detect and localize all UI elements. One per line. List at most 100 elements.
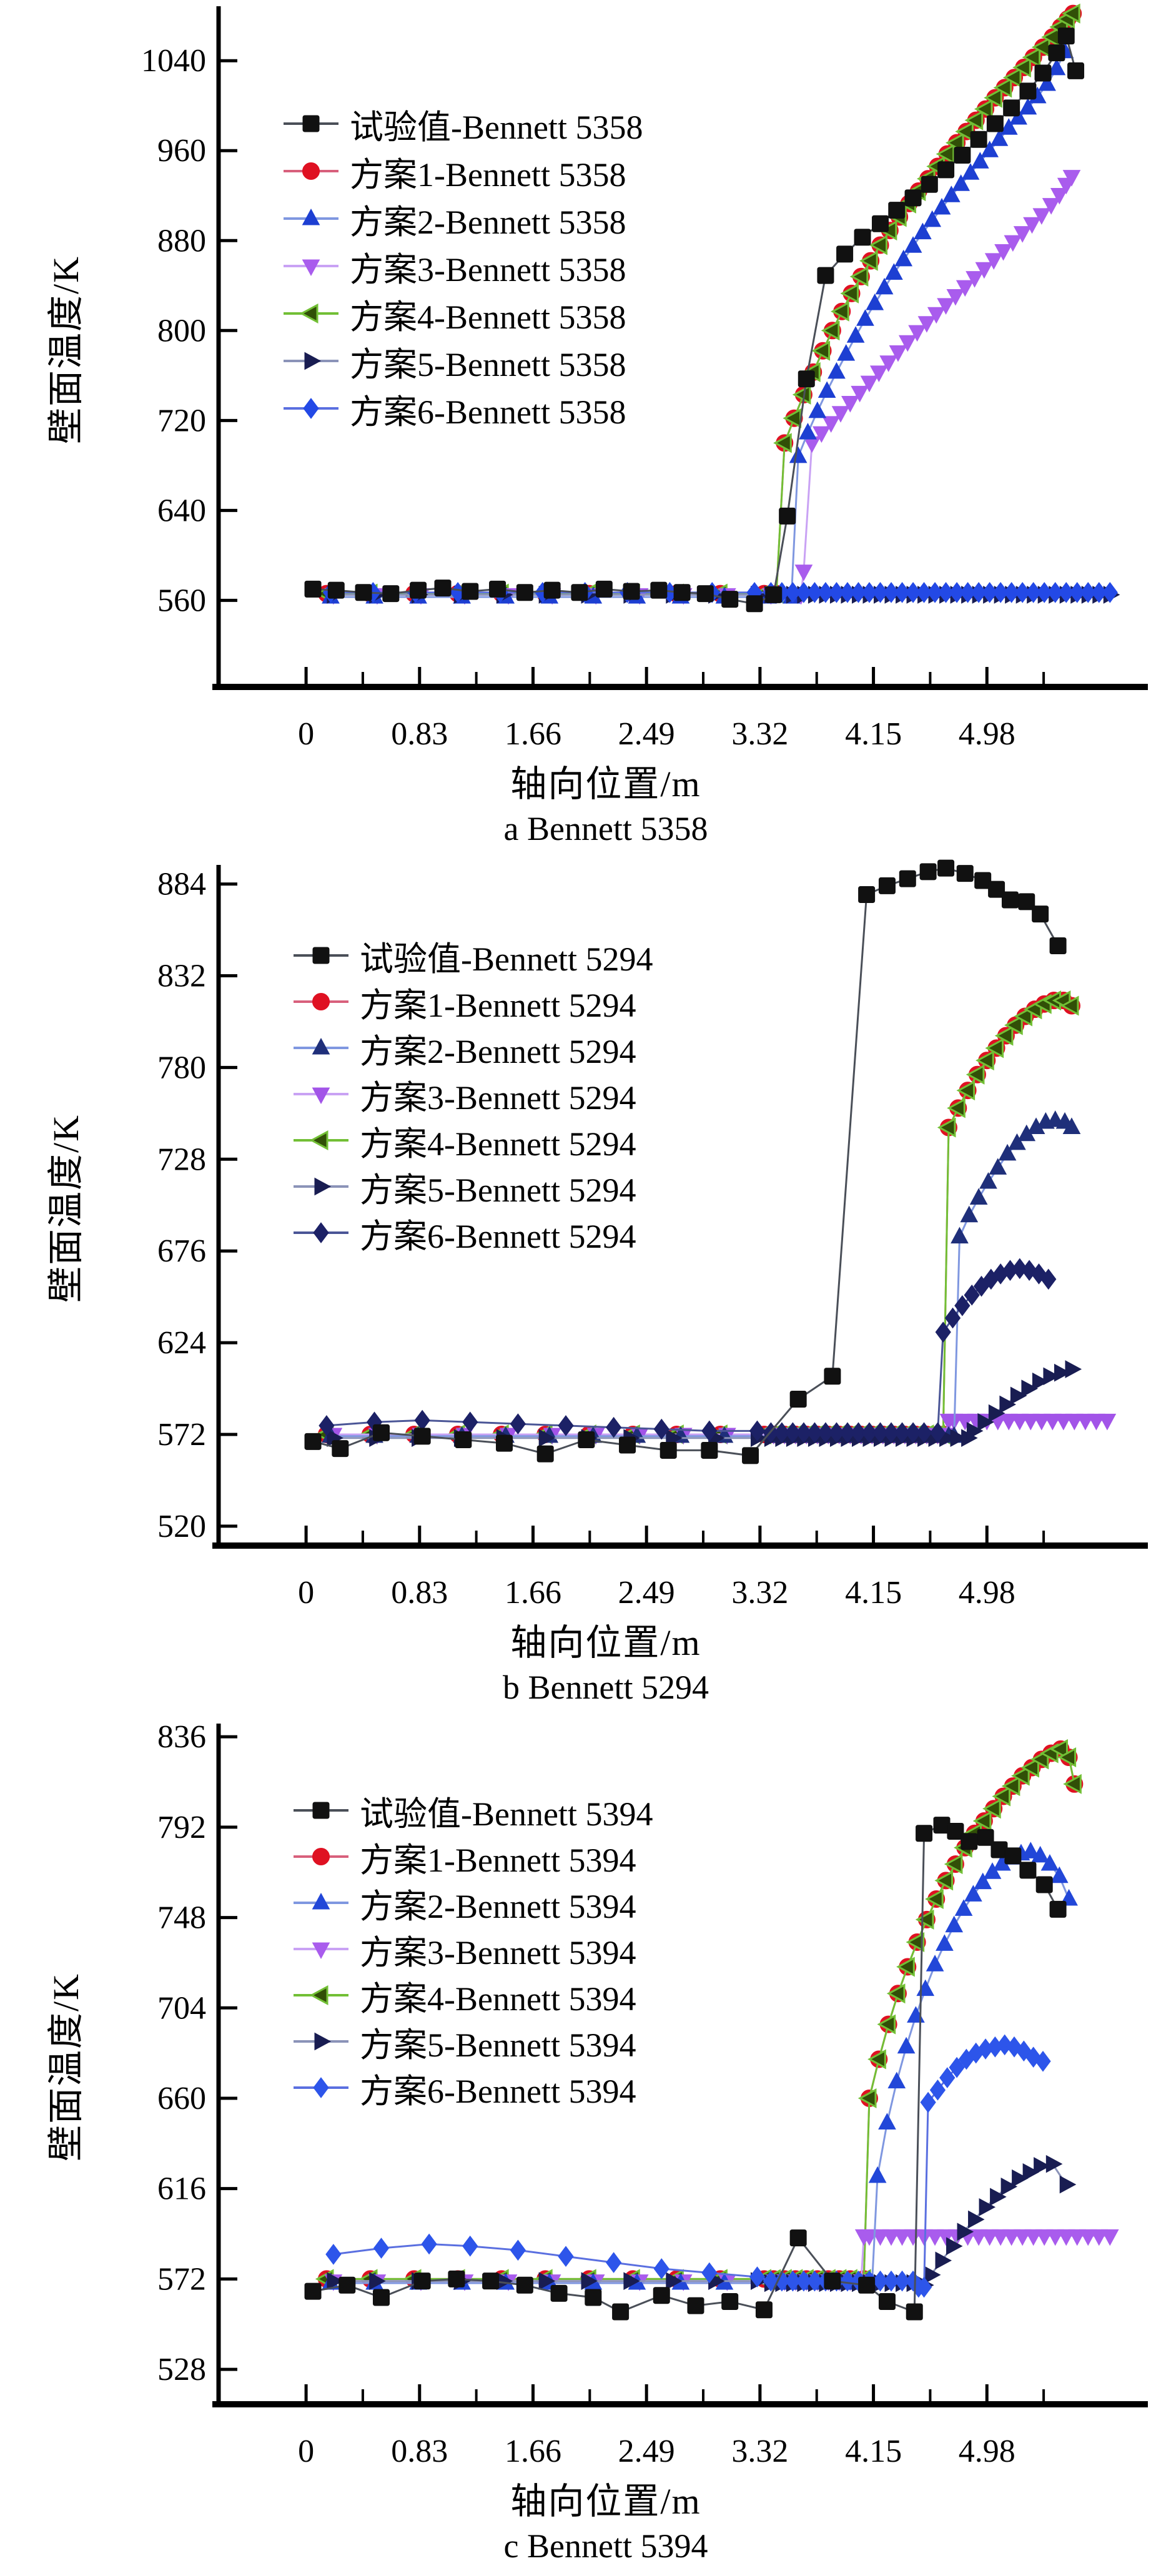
legend-item: 方案5-Bennett 5358 — [282, 337, 643, 385]
svg-text:4.98: 4.98 — [959, 716, 1015, 752]
svg-text:4.15: 4.15 — [845, 1575, 902, 1611]
svg-text:560: 560 — [157, 583, 206, 618]
legend-item: 试验值-Bennett 5358 — [282, 100, 643, 147]
svg-text:884: 884 — [157, 867, 206, 902]
svg-text:676: 676 — [157, 1233, 206, 1269]
legend-item-label: 方案6-Bennett 5294 — [360, 1217, 636, 1255]
y-axis-label: 壁面温度/K — [46, 255, 86, 445]
legend-item: 方案5-Bennett 5394 — [292, 2018, 653, 2065]
triangle-up-marker-icon — [284, 208, 338, 225]
svg-text:0.83: 0.83 — [391, 716, 448, 752]
svg-text:3.32: 3.32 — [731, 1575, 788, 1611]
svg-text:1.66: 1.66 — [505, 1575, 561, 1611]
legend-item-label: 试验值-Bennett 5394 — [360, 1795, 653, 1833]
legend: 试验值-Bennett 5394 方案1-Bennett 5394 方案2-Benn… — [292, 1787, 653, 2111]
legend-item: 方案3-Bennett 5394 — [292, 1926, 653, 1972]
legend-item: 方案1-Bennett 5358 — [282, 147, 643, 195]
svg-text:0.83: 0.83 — [391, 2434, 448, 2469]
svg-text:728: 728 — [157, 1142, 206, 1177]
legend-item-label: 方案6-Bennett 5394 — [360, 2072, 636, 2110]
chart-b-bennett-5294: 520 572 624 676 728 780 832 884 0 0.83 1.66 2.49 3.3… — [0, 859, 1151, 1717]
svg-text:2.49: 2.49 — [618, 2434, 675, 2469]
legend-item: 方案1-Bennett 5294 — [292, 979, 653, 1025]
legend-item: 方案6-Bennett 5394 — [292, 2065, 653, 2111]
x-axis-label: 轴向位置/m — [510, 2481, 701, 2522]
svg-text:640: 640 — [157, 493, 206, 528]
svg-text:3.32: 3.32 — [731, 716, 788, 752]
triangle-right-marker-icon — [284, 352, 338, 370]
legend-item-label: 方案5-Bennett 5394 — [360, 2026, 636, 2064]
legend-item-label: 试验值-Bennett 5358 — [350, 108, 643, 146]
chart-c-plot-area: 528 572 616 660 704 748 792 836 0 0.83 1.66 2.49 3.3… — [157, 1719, 1148, 2469]
chart-a-bennett-5358: 560 640 720 800 880 960 1040 0 0.83 1.66 2.49 3.32 4… — [0, 0, 1151, 859]
svg-text:704: 704 — [157, 1990, 206, 2026]
legend-item: 方案6-Bennett 5358 — [282, 385, 643, 432]
legend-item: 方案2-Bennett 5294 — [292, 1025, 653, 1071]
legend: 试验值-Bennett 5294 方案1-Bennett 5294 方案2-Benn… — [292, 932, 653, 1256]
legend-item: 方案3-Bennett 5294 — [292, 1071, 653, 1117]
triangle-left-marker-icon — [294, 1130, 348, 1151]
square-marker-icon — [294, 1802, 348, 1819]
svg-text:2.49: 2.49 — [618, 1575, 675, 1611]
svg-text:528: 528 — [157, 2352, 206, 2387]
legend-item-label: 方案1-Bennett 5294 — [360, 986, 636, 1024]
svg-text:520: 520 — [157, 1509, 206, 1544]
svg-text:0: 0 — [298, 2434, 314, 2469]
x-axis-label: 轴向位置/m — [510, 764, 701, 804]
legend-item: 方案2-Bennett 5394 — [292, 1880, 653, 1926]
svg-text:0: 0 — [298, 716, 314, 752]
svg-text:0.83: 0.83 — [391, 1575, 448, 1611]
legend-item-label: 方案2-Bennett 5358 — [350, 203, 626, 241]
svg-text:792: 792 — [157, 1810, 206, 1845]
triangle-down-marker-icon — [284, 259, 338, 277]
svg-text:1.66: 1.66 — [505, 2434, 561, 2469]
triangle-right-marker-icon — [294, 2032, 348, 2051]
svg-text:800: 800 — [157, 313, 206, 348]
legend-item: 试验值-Bennett 5394 — [292, 1787, 653, 1833]
diamond-marker-icon — [294, 2077, 348, 2098]
svg-text:0: 0 — [298, 1575, 314, 1611]
svg-text:3.32: 3.32 — [731, 2434, 788, 2469]
y-axis-label: 壁面温度/K — [46, 1972, 86, 2162]
svg-text:1.66: 1.66 — [505, 716, 561, 752]
svg-text:880: 880 — [157, 223, 206, 259]
legend-item-label: 方案4-Bennett 5394 — [360, 1980, 636, 2018]
square-marker-icon — [284, 115, 338, 132]
circle-marker-icon — [284, 162, 338, 180]
y-axis-label: 壁面温度/K — [46, 1113, 86, 1303]
svg-text:836: 836 — [157, 1719, 206, 1755]
chart-c-bennett-5394: 528 572 616 660 704 748 792 836 0 0.83 1.66 2.49 3.3… — [0, 1717, 1151, 2576]
legend-item-label: 方案5-Bennett 5358 — [350, 345, 626, 383]
triangle-right-marker-icon — [294, 1177, 348, 1196]
circle-marker-icon — [294, 993, 348, 1010]
legend-item: 方案4-Bennett 5294 — [292, 1117, 653, 1163]
svg-text:720: 720 — [157, 403, 206, 438]
legend-item-label: 方案4-Bennett 5358 — [350, 298, 626, 336]
triangle-down-marker-icon — [294, 1942, 348, 1960]
legend-item: 方案3-Bennett 5358 — [282, 242, 643, 290]
svg-text:1040: 1040 — [141, 43, 206, 79]
legend-item: 方案5-Bennett 5294 — [292, 1163, 653, 1210]
legend-item-label: 方案4-Bennett 5294 — [360, 1125, 636, 1163]
legend-item: 方案4-Bennett 5358 — [282, 290, 643, 337]
triangle-down-marker-icon — [294, 1087, 348, 1105]
legend-item-label: 试验值-Bennett 5294 — [360, 940, 653, 978]
svg-text:4.98: 4.98 — [959, 1575, 1015, 1611]
svg-text:572: 572 — [157, 1417, 206, 1453]
legend-item-label: 方案3-Bennett 5394 — [360, 1933, 636, 1971]
legend-item: 方案2-Bennett 5358 — [282, 195, 643, 242]
triangle-up-marker-icon — [294, 1037, 348, 1055]
svg-text:616: 616 — [157, 2171, 206, 2207]
legend-item: 试验值-Bennett 5294 — [292, 932, 653, 979]
diamond-marker-icon — [284, 398, 338, 419]
svg-text:660: 660 — [157, 2081, 206, 2116]
legend-item: 方案6-Bennett 5294 — [292, 1210, 653, 1256]
legend-item-label: 方案1-Bennett 5358 — [350, 155, 626, 194]
legend-item: 方案4-Bennett 5394 — [292, 1972, 653, 2018]
x-axis-label: 轴向位置/m — [510, 1622, 701, 1663]
legend-item-label: 方案3-Bennett 5358 — [350, 250, 626, 289]
legend-item: 方案1-Bennett 5394 — [292, 1833, 653, 1880]
legend-item-label: 方案5-Bennett 5294 — [360, 1171, 636, 1209]
svg-text:748: 748 — [157, 1900, 206, 1936]
chart-caption: b Bennett 5294 — [503, 1669, 709, 1706]
